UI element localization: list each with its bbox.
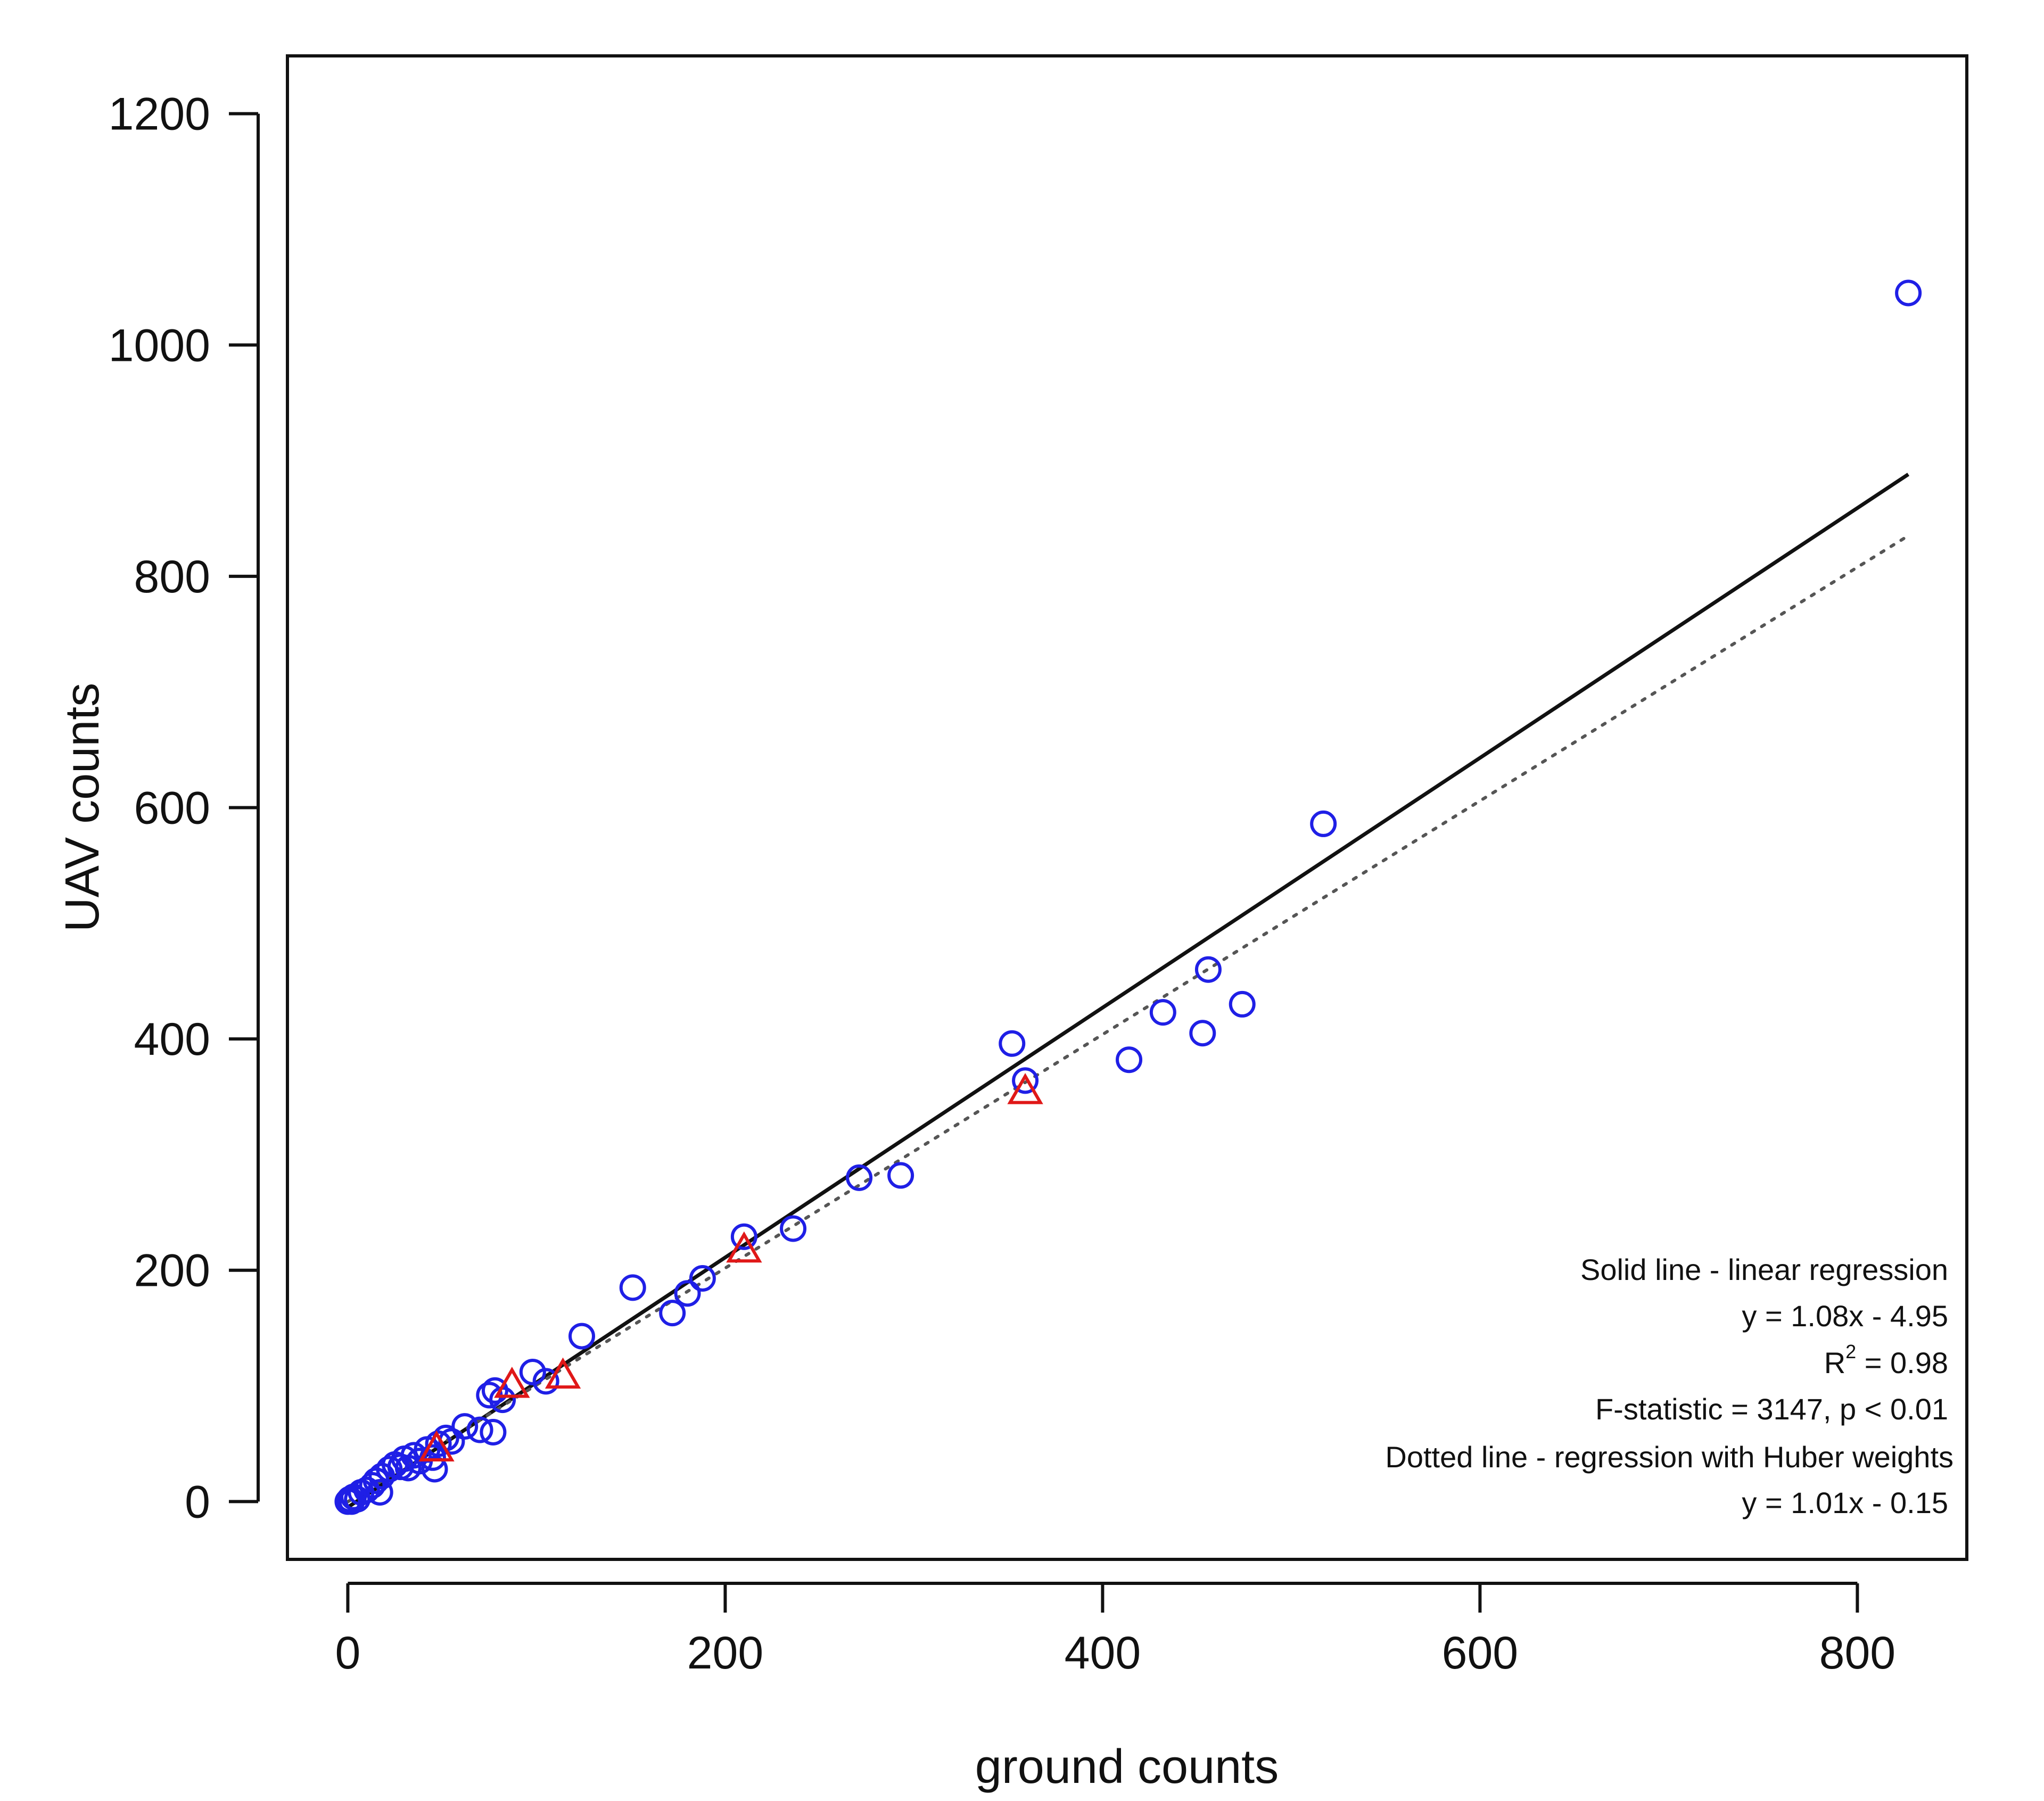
- data-point-circle: [519, 1358, 546, 1385]
- x-axis: 0 200 400 600 800: [335, 1582, 1896, 1679]
- data-point-circle: [846, 1164, 873, 1191]
- annotation-f-statistic: F-statistic = 3147, p < 0.01: [1595, 1392, 1948, 1426]
- data-point-circle: [1895, 279, 1922, 307]
- data-point-circle: [466, 1416, 493, 1443]
- data-points: [334, 279, 1922, 1515]
- x-tick-label: 600: [1442, 1627, 1519, 1679]
- data-point-triangle: [726, 1231, 762, 1263]
- y-tick-label: 400: [134, 1014, 211, 1065]
- data-point-circle: [1149, 999, 1176, 1026]
- data-point-circle: [568, 1323, 596, 1350]
- data-point-circle: [421, 1456, 448, 1483]
- annotation-dotted-line-label: Dotted line - regression with Huber weig…: [1385, 1440, 1954, 1474]
- r-squared-symbol: R: [1824, 1346, 1845, 1379]
- data-point-circle: [451, 1413, 479, 1440]
- annotation-dotted-equation: y = 1.01x - 0.15: [1742, 1486, 1948, 1519]
- data-point-circle: [674, 1280, 701, 1307]
- x-tick-label: 400: [1065, 1627, 1141, 1679]
- data-point-triangle: [494, 1367, 530, 1398]
- data-point-circle: [780, 1215, 807, 1242]
- y-tick-label: 600: [134, 783, 211, 834]
- data-point-circle: [480, 1418, 507, 1445]
- annotation-solid-equation: y = 1.08x - 4.95: [1742, 1299, 1948, 1333]
- data-point-circle: [1012, 1067, 1039, 1094]
- data-point-circle: [1189, 1020, 1216, 1047]
- x-axis-title: ground counts: [975, 1740, 1279, 1794]
- data-point-circle: [1194, 956, 1222, 983]
- annotation-r-squared: R2 = 0.98: [1824, 1341, 1948, 1379]
- y-tick-label: 0: [185, 1476, 210, 1527]
- data-point-circle: [659, 1300, 686, 1327]
- fit-lines: [346, 473, 1910, 1509]
- data-point-circle: [366, 1478, 393, 1506]
- data-point-circle: [1116, 1046, 1143, 1073]
- data-point-circle: [353, 1476, 380, 1503]
- y-tick-label: 1000: [109, 320, 210, 371]
- plot-frame: [286, 54, 1968, 1561]
- huber-regression-line: [346, 534, 1910, 1503]
- data-point-circle: [999, 1030, 1026, 1057]
- y-axis-title: UAV counts: [56, 683, 109, 932]
- annotation-solid-line-label: Solid line - linear regression: [1580, 1253, 1948, 1286]
- y-axis: 0 200 400 600 800 1000 1200: [109, 89, 260, 1527]
- data-point-circle: [532, 1368, 559, 1395]
- r-squared-superscript: 2: [1845, 1341, 1856, 1362]
- data-point-circle: [887, 1162, 914, 1189]
- data-point-triangle: [418, 1430, 455, 1462]
- data-point-circle: [1310, 810, 1337, 837]
- r-squared-value: = 0.98: [1856, 1346, 1948, 1379]
- linear-regression-line: [347, 473, 1910, 1509]
- data-point-circle: [425, 1430, 452, 1457]
- x-tick-label: 800: [1819, 1627, 1896, 1679]
- y-tick-label: 1200: [109, 89, 210, 140]
- data-point-circle: [689, 1265, 716, 1292]
- data-point-circle: [730, 1223, 757, 1250]
- y-tick-label: 800: [134, 551, 211, 602]
- data-point-circle: [1229, 990, 1256, 1018]
- data-point-triangle: [1007, 1073, 1043, 1104]
- x-tick-label: 200: [687, 1627, 764, 1679]
- x-tick-label: 0: [335, 1627, 361, 1679]
- y-tick-label: 200: [134, 1245, 211, 1296]
- regression-annotation: Solid line - linear regression y = 1.08x…: [1385, 1253, 1954, 1519]
- data-point-circle: [619, 1274, 646, 1301]
- data-point-circle: [359, 1472, 386, 1499]
- data-point-triangle: [545, 1357, 581, 1389]
